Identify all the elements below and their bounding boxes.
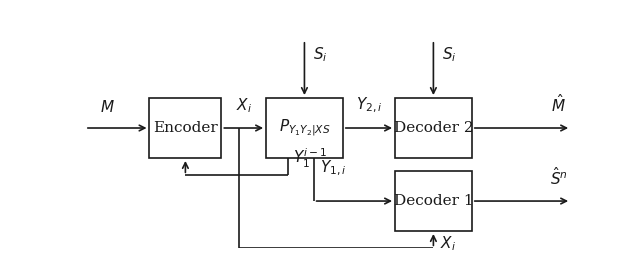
- Text: $M$: $M$: [100, 99, 115, 115]
- Text: $\hat{M}$: $\hat{M}$: [551, 93, 566, 115]
- Text: $S_i$: $S_i$: [314, 45, 328, 64]
- Text: $P_{Y_1Y_2|XS}$: $P_{Y_1Y_2|XS}$: [278, 117, 330, 138]
- Text: Decoder 1: Decoder 1: [394, 194, 473, 208]
- Text: $X_i$: $X_i$: [236, 97, 252, 115]
- Text: $Y_{2,i}$: $Y_{2,i}$: [356, 96, 382, 115]
- Bar: [266, 98, 343, 158]
- Text: $S_i$: $S_i$: [442, 45, 457, 64]
- Bar: [395, 98, 472, 158]
- Text: $Y_{1,i}$: $Y_{1,i}$: [319, 159, 346, 179]
- Bar: [395, 171, 472, 231]
- Text: $\hat{S}^n$: $\hat{S}^n$: [550, 166, 568, 188]
- Bar: [150, 98, 221, 158]
- Text: Decoder 2: Decoder 2: [394, 121, 473, 135]
- Text: $X_i$: $X_i$: [440, 235, 456, 253]
- Text: $Y_1^{i-1}$: $Y_1^{i-1}$: [294, 146, 328, 170]
- Text: Encoder: Encoder: [153, 121, 218, 135]
